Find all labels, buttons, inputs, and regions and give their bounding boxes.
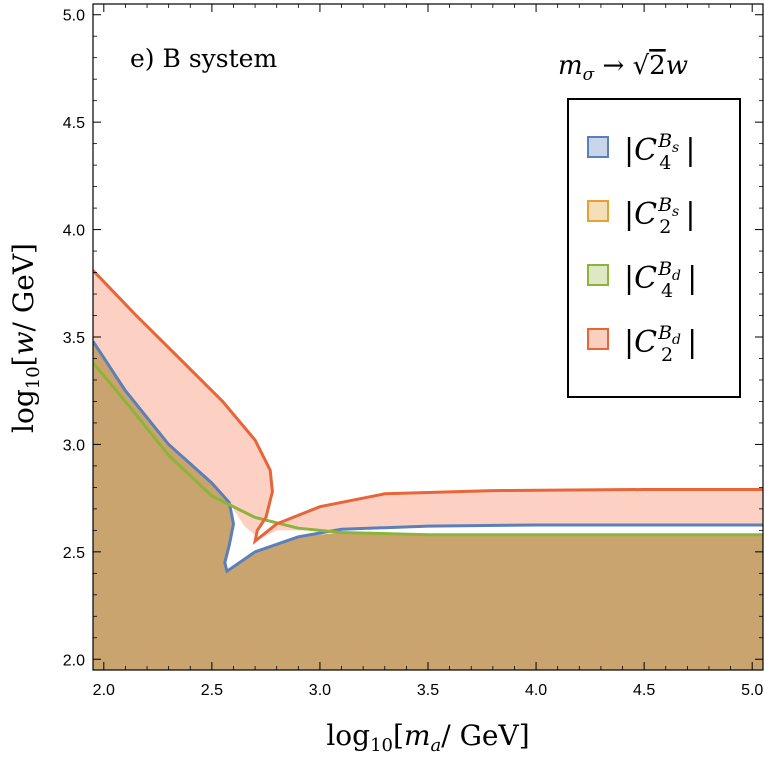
x-tick-label: 2.5 [201,682,223,699]
x-tick-label: 4.0 [525,682,547,699]
y-tick-label: 3.0 [63,437,85,454]
legend: |CBs 4 | |CBs 2 | |CBd 4 | |CBd 2 | [567,98,741,398]
curve-c4-bs [93,340,763,574]
x-tick-label: 2.0 [93,682,115,699]
legend-swatch [587,328,609,350]
y-axis-label: log10[w/ GeV] [7,243,44,433]
y-tick-label: 2.0 [63,652,85,669]
x-tick-label: 3.5 [417,682,439,699]
axis-ticks: 2.0 2.5 3.0 3.5 4.0 4.5 5.0 2.0 2.5 3.0 3.5 4.0 4.5 5… [63,4,763,699]
legend-label: |CBd 4 | [624,258,697,302]
legend-swatch [587,200,609,222]
curve-c2-bd [93,269,763,545]
region-c2-bs [93,341,763,670]
region-c2-bd [93,270,763,542]
y-tick-label: 5.0 [63,8,85,25]
y-tick-label: 4.0 [63,223,85,240]
legend-swatch [587,264,609,286]
y-tick-label: 3.5 [63,330,85,347]
annotation-right: mσ → √2w [558,51,688,85]
plot-area [93,269,763,670]
x-axis-label: log10[ma/ GeV] [326,719,529,756]
legend-label: |CBd 2 | [624,322,697,366]
x-tick-label: 5.0 [741,682,763,699]
x-tick-label: 4.5 [633,682,655,699]
legend-swatch [587,136,609,158]
y-tick-label: 4.5 [63,115,85,132]
y-tick-label: 2.5 [63,545,85,562]
x-tick-label: 3.0 [309,682,331,699]
annotation-label: e) B system [130,44,277,73]
legend-label: |CBs 4 | [624,130,695,174]
legend-label: |CBs 2 | [624,194,695,238]
